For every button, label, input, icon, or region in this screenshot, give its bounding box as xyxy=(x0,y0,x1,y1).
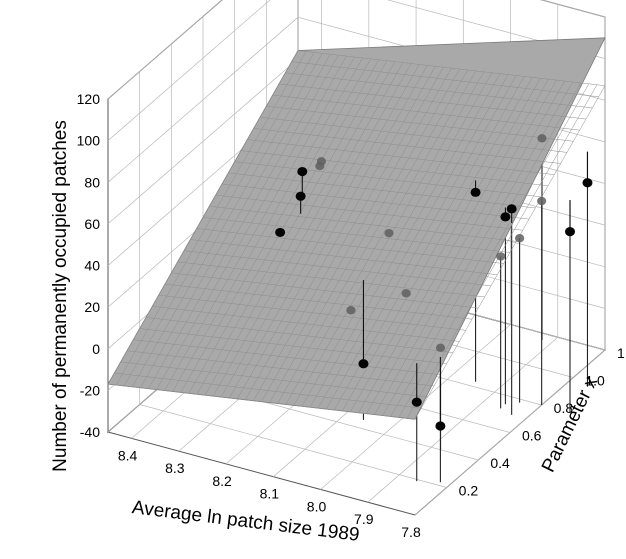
y-tick-label: 0.8 xyxy=(554,400,574,416)
surface-mesh-line xyxy=(266,105,574,142)
z-tick-label: 20 xyxy=(84,299,100,315)
x-tick-label: 7.9 xyxy=(354,511,374,527)
data-point xyxy=(297,166,308,177)
surface-mesh-line xyxy=(202,217,511,253)
surface-plane xyxy=(107,37,606,420)
points-above-surface xyxy=(275,151,593,431)
tick-labels: -40 -20 0 20 40 60 80 100 120 8.4 8.3 8.2 8.1 8.0 7.9 7… xyxy=(77,91,626,540)
data-point xyxy=(470,187,481,197)
data-point xyxy=(500,212,511,222)
surface-mesh-line xyxy=(247,139,555,175)
surface-mesh-line xyxy=(114,372,422,409)
surface-mesh-line xyxy=(253,128,561,164)
surface-mesh-line xyxy=(285,72,593,109)
surface-mesh-line xyxy=(171,272,479,309)
x-tick-label: 8.3 xyxy=(165,460,185,476)
surface-mesh-line xyxy=(297,50,606,86)
x-tick-label: 8.2 xyxy=(212,473,232,489)
surface-mesh-line xyxy=(234,161,542,198)
data-point xyxy=(582,178,593,188)
surface-mesh-line xyxy=(259,117,568,153)
data-point xyxy=(411,397,422,407)
z-tick-label: -40 xyxy=(80,424,100,440)
x-tick-label: 8.1 xyxy=(260,486,280,502)
surface-mesh-line xyxy=(221,183,530,220)
z-tick-label: 100 xyxy=(77,133,101,149)
data-point xyxy=(506,204,517,214)
x-gridline-floor xyxy=(414,349,606,516)
data-point xyxy=(496,252,506,261)
data-point xyxy=(401,289,411,298)
fitted-surface xyxy=(107,37,606,420)
data-point xyxy=(515,234,525,243)
z-tick-label: 0 xyxy=(92,341,100,357)
data-point xyxy=(537,134,547,143)
surface-mesh-line xyxy=(196,228,504,264)
x-tick-label: 8.0 xyxy=(307,498,327,514)
data-point xyxy=(384,228,394,238)
data-point xyxy=(316,157,327,166)
y-gridline-floor xyxy=(139,404,447,488)
surface-mesh-line xyxy=(272,94,580,131)
y-tick-label: 0.2 xyxy=(459,483,479,499)
data-point xyxy=(435,343,446,353)
surface-mesh-line xyxy=(120,361,428,398)
x-tick-label: 8.4 xyxy=(118,447,138,463)
z-tick-label: 60 xyxy=(84,216,100,232)
y-tick-label: 1.0 xyxy=(585,373,605,389)
surface-mesh-line xyxy=(215,194,523,231)
y-tick-label: 1.2 xyxy=(617,345,626,361)
data-point xyxy=(295,191,306,201)
surface-mesh-line xyxy=(107,383,416,420)
data-point xyxy=(358,359,369,369)
surface-mesh-line xyxy=(126,350,435,387)
surface-mesh-line xyxy=(152,306,460,342)
z-axis-title: Number of permanently occupied patches xyxy=(50,120,71,472)
surface-mesh-line xyxy=(177,261,485,298)
z-tick-label: 80 xyxy=(84,174,100,190)
data-point xyxy=(275,227,286,238)
surface-mesh-line xyxy=(209,205,517,242)
surface-mesh-line xyxy=(183,250,492,287)
z-tick-label: 40 xyxy=(84,258,100,274)
data-point xyxy=(346,306,356,315)
surface-mesh-line xyxy=(228,172,536,209)
y-tick-label: 0.4 xyxy=(490,455,510,471)
x-gridline-floor xyxy=(367,336,558,503)
y-tick-label: 0.6 xyxy=(522,428,542,444)
data-point xyxy=(565,226,576,237)
data-point xyxy=(435,421,446,431)
surface-mesh-line xyxy=(278,83,587,120)
surface-mesh-line xyxy=(133,339,441,376)
z-tick-label: -20 xyxy=(80,382,100,398)
x-tick-label: 7.8 xyxy=(401,524,421,540)
surface-mesh-line xyxy=(164,283,473,320)
surface-mesh-line xyxy=(240,150,549,187)
surface-mesh-line xyxy=(158,294,466,331)
surface-mesh-line xyxy=(291,61,599,98)
surface-mesh-line xyxy=(145,317,454,353)
surface-mesh-line xyxy=(139,328,447,364)
surface-mesh-line xyxy=(190,239,498,275)
z-tick-label: 120 xyxy=(77,91,101,107)
data-point xyxy=(537,196,547,206)
